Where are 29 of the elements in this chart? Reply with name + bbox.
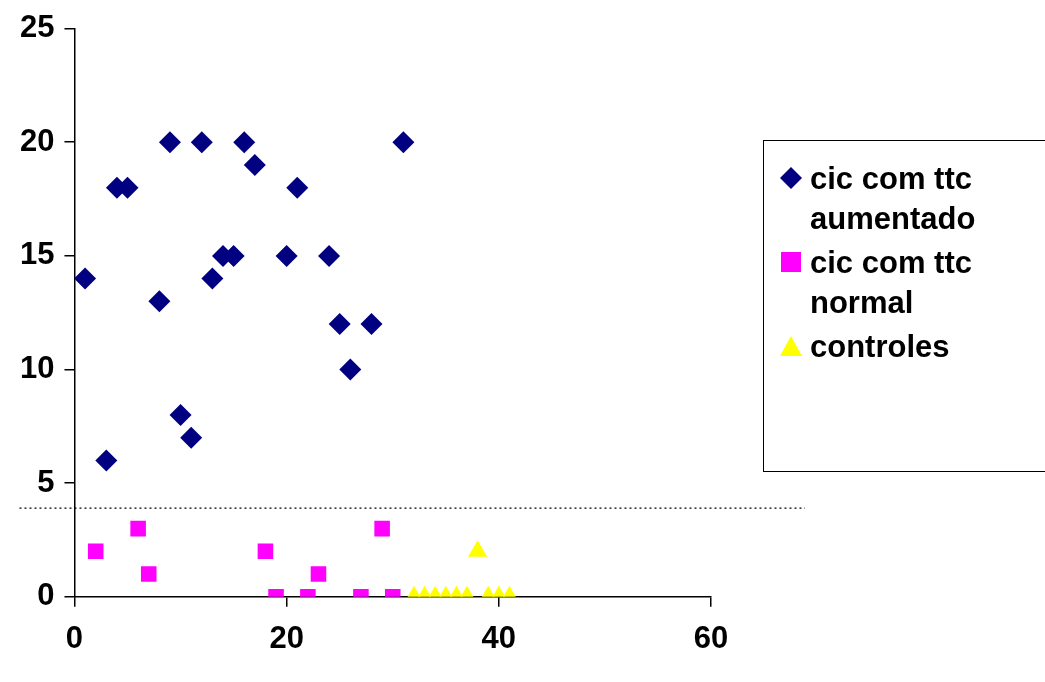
point xyxy=(360,313,383,336)
point xyxy=(233,131,256,154)
point xyxy=(169,403,192,426)
point xyxy=(286,176,309,199)
y-tick-label: 0 xyxy=(37,577,55,613)
y-tick-label: 10 xyxy=(20,350,55,386)
point xyxy=(74,267,97,290)
x-tick-label: 20 xyxy=(269,619,304,655)
point xyxy=(339,358,362,381)
x-tick-label: 40 xyxy=(481,619,517,655)
point xyxy=(158,131,181,154)
point xyxy=(468,540,488,557)
point xyxy=(275,244,298,267)
legend-label: controles xyxy=(810,328,950,366)
y-tick-label: 25 xyxy=(20,9,55,45)
point xyxy=(328,313,351,336)
point xyxy=(95,449,118,472)
point xyxy=(318,244,341,267)
point xyxy=(148,290,171,313)
point xyxy=(392,131,415,154)
point xyxy=(180,426,203,449)
y-tick-label: 15 xyxy=(20,236,55,272)
point xyxy=(190,131,213,154)
y-tick-label: 20 xyxy=(20,122,55,158)
y-tick-label: 5 xyxy=(37,463,55,499)
point xyxy=(243,153,266,176)
x-tick-label: 0 xyxy=(65,619,84,655)
point xyxy=(201,267,224,290)
x-tick-label: 60 xyxy=(693,619,729,655)
